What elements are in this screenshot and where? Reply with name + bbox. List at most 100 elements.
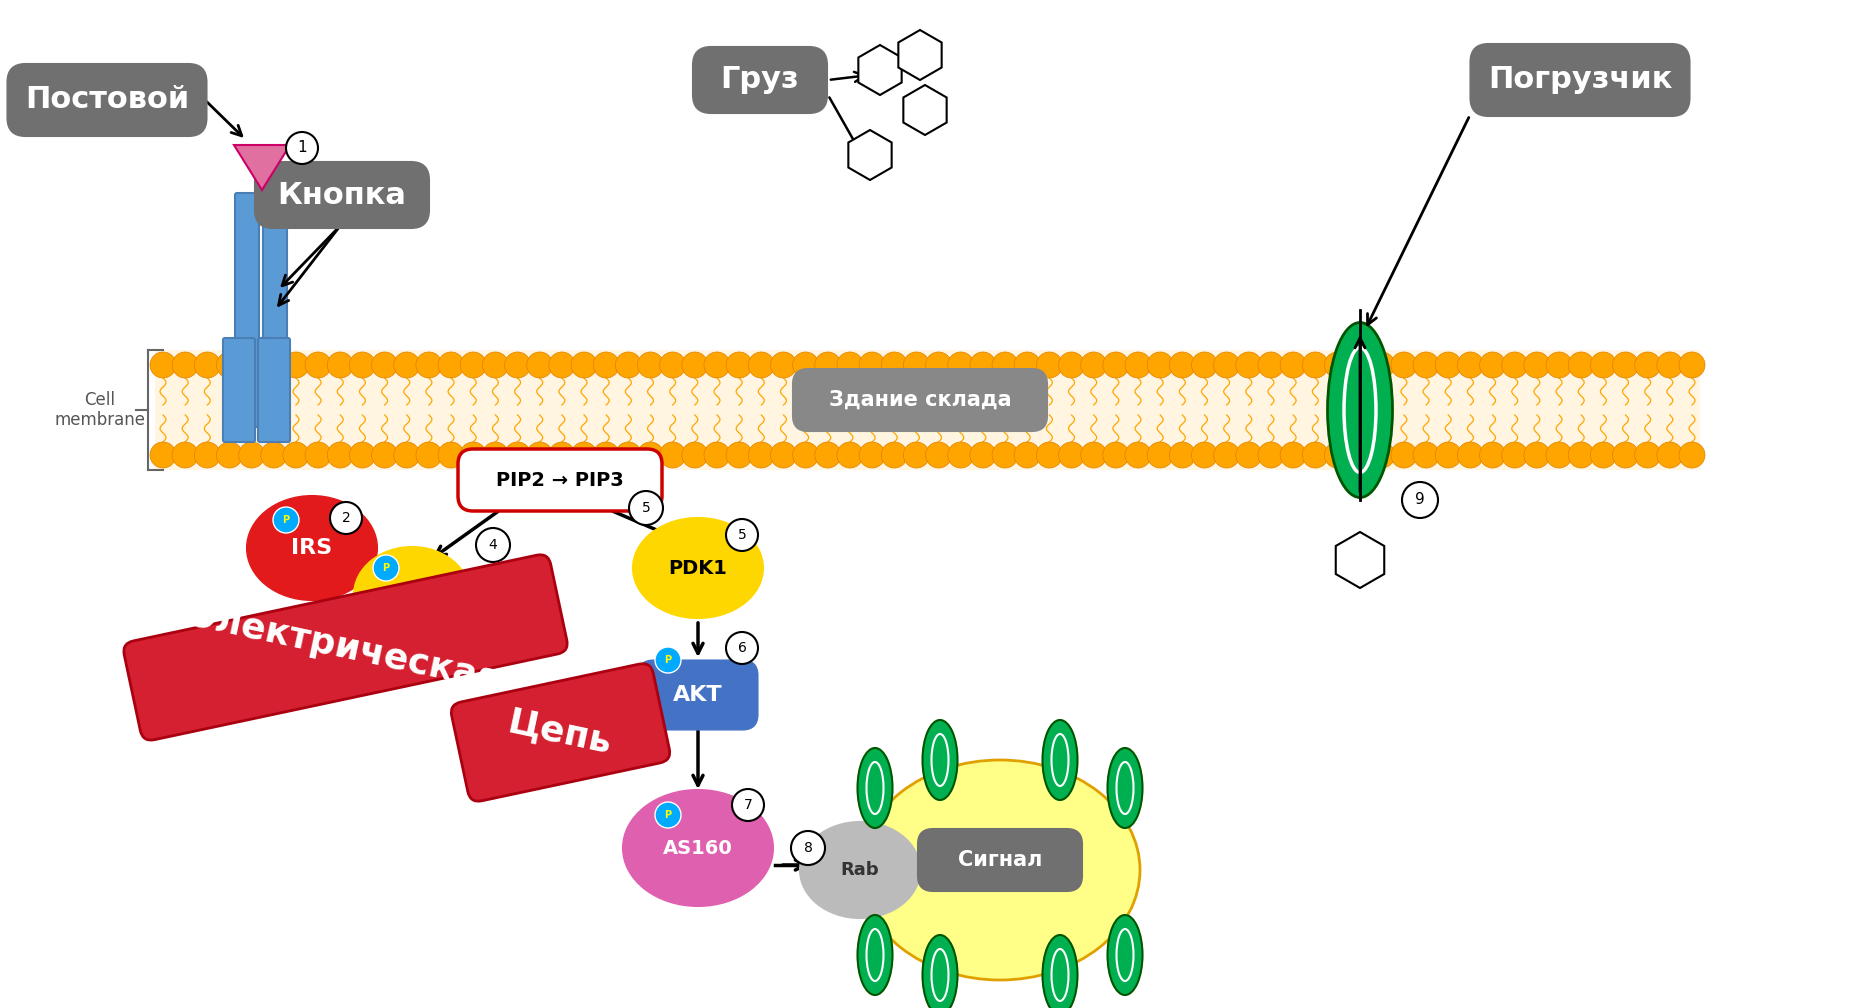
Circle shape xyxy=(1368,352,1394,378)
Circle shape xyxy=(1458,352,1484,378)
Ellipse shape xyxy=(857,915,893,995)
Ellipse shape xyxy=(859,760,1141,980)
Circle shape xyxy=(859,442,885,468)
Circle shape xyxy=(992,352,1018,378)
Text: Cell
membrane: Cell membrane xyxy=(54,391,145,429)
Circle shape xyxy=(1059,352,1085,378)
Circle shape xyxy=(528,442,554,468)
Text: PI3K: PI3K xyxy=(388,586,436,605)
Text: IRS: IRS xyxy=(291,538,332,558)
Circle shape xyxy=(1281,442,1307,468)
Circle shape xyxy=(615,352,641,378)
Circle shape xyxy=(1568,352,1594,378)
Circle shape xyxy=(505,442,531,468)
Circle shape xyxy=(660,352,686,378)
Circle shape xyxy=(1657,442,1683,468)
Circle shape xyxy=(1679,352,1706,378)
Text: Сигнал: Сигнал xyxy=(958,850,1042,870)
Circle shape xyxy=(926,442,953,468)
Circle shape xyxy=(483,442,509,468)
Circle shape xyxy=(1258,442,1284,468)
Circle shape xyxy=(947,352,973,378)
Text: PDK1: PDK1 xyxy=(669,558,727,578)
Circle shape xyxy=(1036,352,1062,378)
Circle shape xyxy=(1103,442,1130,468)
Circle shape xyxy=(1480,352,1506,378)
Circle shape xyxy=(1502,352,1528,378)
Circle shape xyxy=(882,442,908,468)
Circle shape xyxy=(593,442,619,468)
Circle shape xyxy=(272,507,298,533)
Circle shape xyxy=(261,352,287,378)
Text: P: P xyxy=(664,810,671,820)
Circle shape xyxy=(393,442,419,468)
Polygon shape xyxy=(235,145,291,190)
Ellipse shape xyxy=(354,547,470,643)
Circle shape xyxy=(416,442,442,468)
Circle shape xyxy=(404,627,436,659)
Text: Погрузчик: Погрузчик xyxy=(1487,66,1672,95)
Circle shape xyxy=(216,352,242,378)
Ellipse shape xyxy=(623,790,774,906)
Ellipse shape xyxy=(1107,915,1143,995)
Text: 4: 4 xyxy=(488,538,498,552)
Circle shape xyxy=(1325,352,1350,378)
Polygon shape xyxy=(1336,532,1385,588)
Circle shape xyxy=(1458,442,1484,468)
Circle shape xyxy=(330,502,362,534)
Ellipse shape xyxy=(1042,935,1077,1008)
Text: P: P xyxy=(283,515,289,525)
Circle shape xyxy=(882,352,908,378)
Text: 6: 6 xyxy=(738,641,746,655)
Circle shape xyxy=(1635,352,1661,378)
Circle shape xyxy=(1303,442,1329,468)
Circle shape xyxy=(969,352,995,378)
Circle shape xyxy=(1146,352,1172,378)
Circle shape xyxy=(194,442,220,468)
Circle shape xyxy=(373,555,399,581)
Circle shape xyxy=(1612,442,1638,468)
Circle shape xyxy=(1281,352,1307,378)
Text: 5: 5 xyxy=(738,528,746,542)
Circle shape xyxy=(904,352,930,378)
Circle shape xyxy=(1169,442,1195,468)
Text: 1: 1 xyxy=(296,140,308,155)
Circle shape xyxy=(1258,352,1284,378)
Circle shape xyxy=(1325,442,1350,468)
Circle shape xyxy=(1191,352,1217,378)
Circle shape xyxy=(194,352,220,378)
Circle shape xyxy=(149,442,175,468)
Text: P: P xyxy=(382,563,390,573)
Circle shape xyxy=(1413,442,1439,468)
Circle shape xyxy=(992,442,1018,468)
Circle shape xyxy=(393,352,419,378)
Circle shape xyxy=(1391,352,1417,378)
Circle shape xyxy=(628,491,664,525)
Circle shape xyxy=(483,352,509,378)
FancyBboxPatch shape xyxy=(693,47,828,113)
Circle shape xyxy=(1568,442,1594,468)
Circle shape xyxy=(438,442,464,468)
Circle shape xyxy=(926,352,953,378)
Circle shape xyxy=(593,352,619,378)
Circle shape xyxy=(261,442,287,468)
Circle shape xyxy=(1590,442,1616,468)
Circle shape xyxy=(1081,442,1107,468)
Circle shape xyxy=(660,442,686,468)
Circle shape xyxy=(725,632,759,664)
Circle shape xyxy=(1502,442,1528,468)
Circle shape xyxy=(371,442,397,468)
Polygon shape xyxy=(857,45,902,95)
Circle shape xyxy=(1103,352,1130,378)
Text: Электрическая: Электрическая xyxy=(186,599,503,698)
Ellipse shape xyxy=(800,822,921,918)
Text: PIP2 → PIP3: PIP2 → PIP3 xyxy=(496,471,624,490)
FancyBboxPatch shape xyxy=(7,64,207,136)
FancyBboxPatch shape xyxy=(257,338,291,442)
Text: 2: 2 xyxy=(341,511,350,525)
Text: 7: 7 xyxy=(744,798,753,812)
Circle shape xyxy=(1169,352,1195,378)
Circle shape xyxy=(283,442,309,468)
Ellipse shape xyxy=(1042,720,1077,800)
Circle shape xyxy=(349,352,375,378)
